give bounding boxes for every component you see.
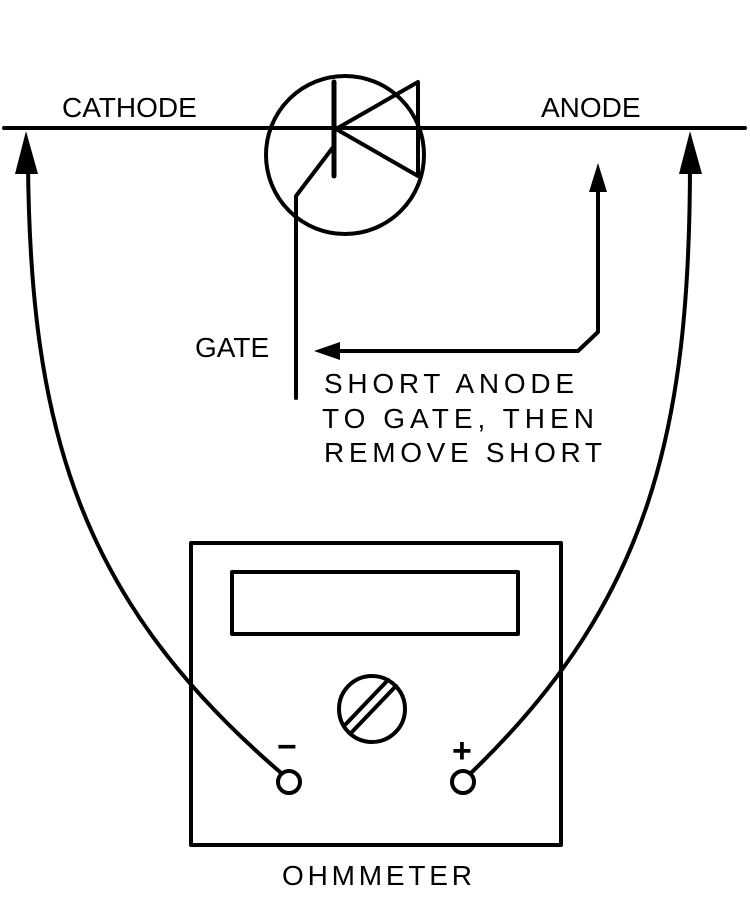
cathode-label: CATHODE — [62, 92, 197, 123]
negative-test-lead — [15, 131, 282, 774]
instruction-line-1: SHORT ANODE — [324, 368, 574, 399]
minus-terminal-label: − — [277, 728, 297, 766]
arrowhead-up-icon — [589, 163, 607, 192]
positive-terminal-post-icon — [450, 769, 476, 795]
positive-test-lead — [470, 131, 702, 774]
thyristor-symbol — [264, 74, 426, 400]
thyristor-envelope-circle — [264, 74, 426, 236]
gate-lead-line — [294, 144, 336, 400]
anode-probe-arrow-icon — [679, 131, 702, 174]
ohmmeter: − + — [189, 541, 563, 847]
gate-label: GATE — [195, 332, 269, 363]
instruction-line-2: TO GATE, THEN — [322, 403, 594, 434]
ohmmeter-label: OHMMETER — [282, 860, 472, 891]
anode-label: ANODE — [541, 92, 641, 123]
cathode-probe-arrow-icon — [15, 131, 38, 174]
ohmmeter-display — [230, 570, 520, 636]
arrowhead-left-icon — [314, 342, 340, 360]
negative-terminal-post-icon — [276, 769, 302, 795]
short-instruction-arrow — [314, 163, 607, 360]
instruction-line-3: REMOVE SHORT — [324, 437, 602, 468]
ohmmeter-case — [189, 541, 563, 847]
thyristor-triangle — [334, 80, 420, 178]
slotted-adjust-screw-icon — [337, 674, 407, 744]
plus-terminal-label: + — [452, 732, 472, 770]
